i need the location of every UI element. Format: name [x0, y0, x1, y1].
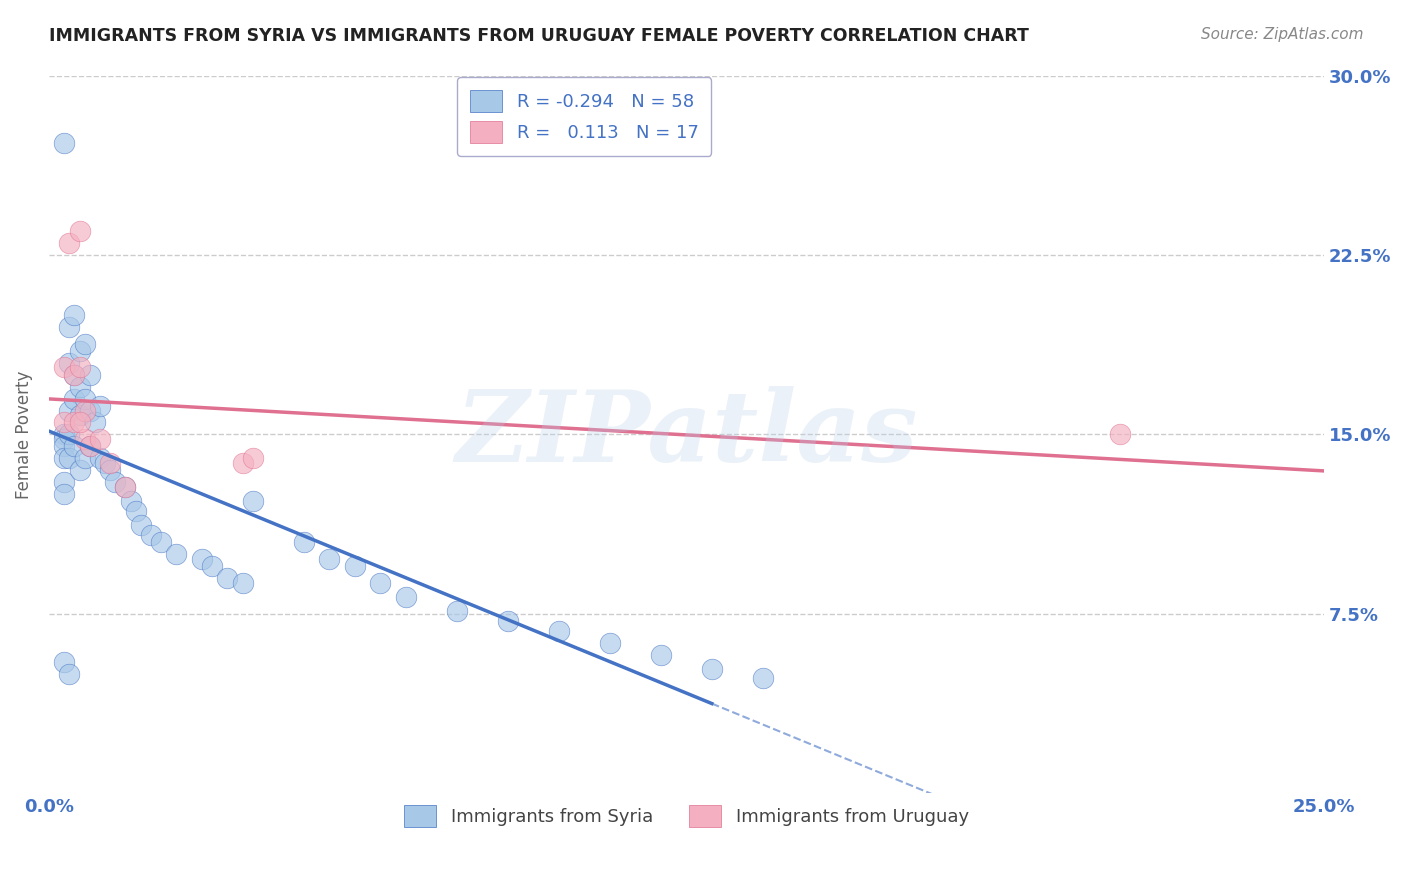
Point: [79, 368, 101, 382]
Point: [94, 456, 117, 470]
Point: [73, 336, 96, 351]
Point: [73, 432, 96, 446]
Point: [318, 552, 340, 566]
Point: [232, 575, 254, 590]
Point: [89, 399, 111, 413]
Point: [752, 672, 775, 686]
Point: [370, 575, 392, 590]
Y-axis label: Female Poverty: Female Poverty: [15, 370, 32, 499]
Point: [242, 494, 264, 508]
Point: [58, 356, 80, 370]
Point: [53, 655, 76, 669]
Text: Source: ZipAtlas.com: Source: ZipAtlas.com: [1201, 27, 1364, 42]
Point: [650, 648, 672, 662]
Point: [73, 392, 96, 406]
Point: [73, 403, 96, 417]
Point: [58, 235, 80, 250]
Point: [79, 439, 101, 453]
Point: [69, 379, 91, 393]
Point: [129, 518, 152, 533]
Point: [114, 480, 136, 494]
Point: [69, 360, 91, 375]
Point: [599, 635, 621, 649]
Point: [53, 360, 76, 375]
Point: [114, 480, 136, 494]
Point: [83, 416, 105, 430]
Point: [79, 403, 101, 417]
Point: [53, 451, 76, 466]
Point: [343, 559, 366, 574]
Point: [104, 475, 127, 490]
Point: [53, 487, 76, 501]
Legend: Immigrants from Syria, Immigrants from Uruguay: Immigrants from Syria, Immigrants from U…: [396, 798, 976, 835]
Point: [63, 392, 86, 406]
Point: [150, 535, 173, 549]
Point: [63, 439, 86, 453]
Point: [89, 432, 111, 446]
Point: [165, 547, 187, 561]
Point: [191, 552, 214, 566]
Point: [217, 571, 239, 585]
Point: [69, 416, 91, 430]
Point: [69, 409, 91, 423]
Text: ZIPatlas: ZIPatlas: [456, 386, 918, 483]
Point: [1108, 427, 1130, 442]
Point: [69, 343, 91, 358]
Text: IMMIGRANTS FROM SYRIA VS IMMIGRANTS FROM URUGUAY FEMALE POVERTY CORRELATION CHAR: IMMIGRANTS FROM SYRIA VS IMMIGRANTS FROM…: [49, 27, 1029, 45]
Point: [73, 451, 96, 466]
Point: [53, 439, 76, 453]
Point: [395, 590, 418, 604]
Point: [124, 504, 146, 518]
Point: [53, 136, 76, 150]
Point: [120, 494, 142, 508]
Point: [58, 319, 80, 334]
Point: [58, 451, 80, 466]
Point: [292, 535, 315, 549]
Point: [53, 416, 76, 430]
Point: [98, 456, 121, 470]
Point: [201, 559, 224, 574]
Point: [58, 403, 80, 417]
Point: [89, 451, 111, 466]
Point: [547, 624, 569, 638]
Point: [446, 605, 468, 619]
Point: [53, 432, 76, 446]
Point: [79, 439, 101, 453]
Point: [98, 463, 121, 477]
Point: [63, 368, 86, 382]
Point: [63, 308, 86, 322]
Point: [496, 614, 519, 628]
Point: [232, 456, 254, 470]
Point: [58, 666, 80, 681]
Point: [53, 427, 76, 442]
Point: [242, 451, 264, 466]
Point: [69, 224, 91, 238]
Point: [63, 368, 86, 382]
Point: [58, 427, 80, 442]
Point: [700, 662, 723, 676]
Point: [63, 416, 86, 430]
Point: [53, 475, 76, 490]
Point: [69, 463, 91, 477]
Point: [139, 528, 162, 542]
